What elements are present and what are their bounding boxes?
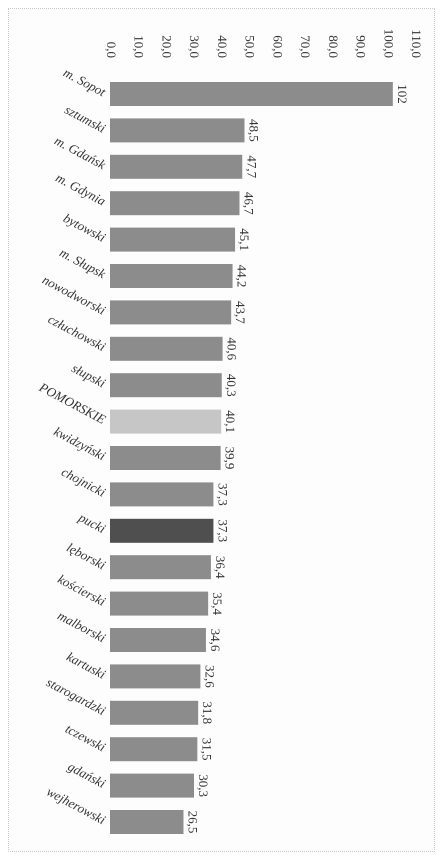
axis-tick-label: 70,0 — [298, 35, 313, 58]
data-label: 45,1 — [237, 228, 252, 251]
data-label: 26,5 — [185, 811, 200, 834]
data-label: 34,6 — [208, 629, 223, 652]
bar — [110, 482, 214, 507]
bar — [110, 82, 393, 106]
bar — [110, 227, 236, 252]
bar — [110, 664, 201, 689]
bar — [110, 555, 211, 580]
data-label: 102 — [395, 84, 410, 104]
data-label: 40,3 — [224, 374, 239, 397]
bar — [110, 518, 214, 543]
category-label: m. Gdynia — [53, 170, 108, 209]
data-label: 37,3 — [215, 519, 230, 542]
data-label: 44,2 — [235, 265, 250, 288]
axis-tick-label: 10,0 — [132, 35, 147, 58]
data-label: 48,5 — [246, 119, 261, 142]
axis-tick-label: 90,0 — [354, 35, 369, 58]
axis-tick-label: 0,0 — [104, 42, 119, 58]
category-label: wejherowski — [44, 784, 108, 828]
category-label: malborski — [55, 608, 108, 646]
axis-tick-label: 30,0 — [187, 35, 202, 58]
axis-tick-label: 20,0 — [159, 35, 174, 58]
axis-tick-label: 100,0 — [381, 29, 396, 58]
data-label: 47,7 — [244, 155, 259, 178]
data-label: 39,9 — [223, 447, 238, 470]
data-label: 32,6 — [202, 665, 217, 688]
data-label: 40,6 — [225, 337, 240, 360]
category-label: starogardzki — [44, 674, 109, 718]
category-label: lęborski — [64, 540, 108, 573]
category-label: pucki — [75, 509, 108, 536]
bar — [110, 700, 199, 725]
category-label: tczewski — [63, 721, 109, 755]
bar — [110, 264, 233, 288]
data-label: 31,5 — [199, 738, 214, 761]
data-label: 31,8 — [200, 701, 215, 724]
bar — [110, 591, 209, 616]
bar — [110, 628, 206, 652]
category-label: słupski — [69, 360, 108, 390]
chart-frame — [8, 8, 435, 852]
data-label: 30,3 — [196, 774, 211, 797]
axis-tick-label: 40,0 — [215, 35, 230, 58]
category-label: bytowski — [61, 210, 109, 245]
bar — [110, 336, 223, 361]
category-label: sztumski — [62, 102, 108, 136]
data-label: 36,4 — [213, 556, 228, 579]
bar — [110, 810, 184, 834]
data-label: 35,4 — [210, 592, 225, 615]
category-label: m. Sopot — [61, 65, 109, 100]
bar — [110, 737, 198, 762]
bar — [110, 154, 243, 179]
category-label: chojnicki — [59, 464, 108, 500]
category-label: kartuski — [64, 649, 108, 682]
category-label: kwidzyński — [51, 424, 108, 464]
bar — [110, 446, 221, 470]
data-label: 46,7 — [242, 192, 257, 215]
category-label: kościerski — [55, 571, 108, 609]
bar — [110, 773, 195, 798]
axis-tick-label: 50,0 — [243, 35, 258, 58]
category-label: gdański — [65, 759, 108, 791]
data-label: 37,3 — [215, 483, 230, 506]
bar — [110, 409, 222, 434]
bar — [110, 118, 245, 143]
bar — [110, 191, 240, 216]
axis-tick-label: 60,0 — [270, 35, 285, 58]
category-label: m. Gdańsk — [52, 133, 108, 172]
bar — [110, 300, 232, 325]
category-label: człuchowski — [46, 311, 109, 354]
axis-tick-label: 80,0 — [326, 35, 341, 58]
axis-tick-label: 110,0 — [409, 29, 424, 58]
bar — [110, 373, 222, 398]
category-label: m. Słupsk — [57, 245, 108, 282]
data-label: 43,7 — [233, 301, 248, 324]
data-label: 40,1 — [223, 410, 238, 433]
